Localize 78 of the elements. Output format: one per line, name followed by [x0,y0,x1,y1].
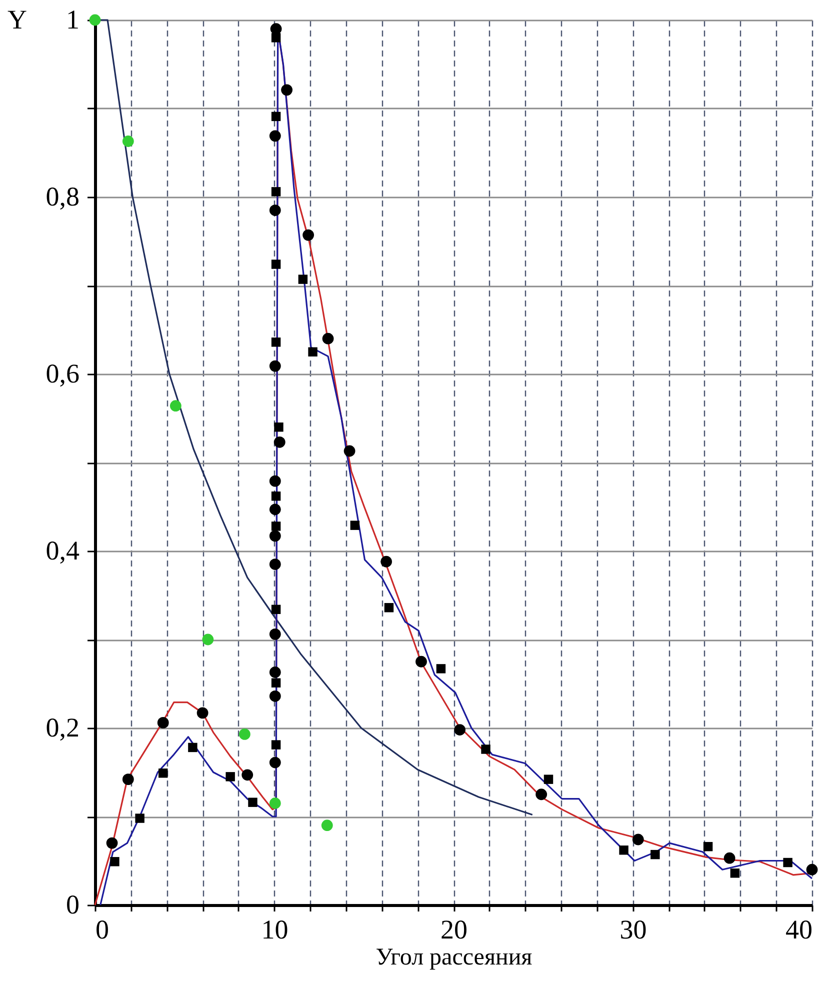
point [242,769,254,781]
point [271,678,281,688]
point [481,744,490,754]
point [271,112,281,122]
point [619,846,628,855]
point [269,690,281,702]
point [454,724,466,736]
point [308,347,318,356]
point [344,445,356,457]
x-tick-label: 40 [786,914,812,944]
point [248,798,258,807]
point [135,814,144,823]
point [544,774,554,784]
point [269,360,281,372]
point [350,520,360,530]
point [238,728,250,740]
point [650,850,660,860]
x-tick-label: 10 [261,914,288,944]
point [269,628,281,640]
point [202,634,214,646]
point [269,530,281,542]
point [632,834,644,846]
point [196,707,208,719]
y-axis-title: Y [8,4,27,34]
y-tick-label: 0,8 [46,182,80,212]
point [783,858,792,868]
point [322,332,334,344]
x-axis-title: Угол рассеяния [376,944,532,970]
point [436,664,446,674]
point [269,756,281,768]
point [157,717,169,728]
point [269,798,281,809]
x-tick-label: 30 [620,914,647,944]
point [122,774,134,786]
point [269,504,281,516]
point [226,772,235,782]
point [271,604,281,614]
y-tick-label: 0,2 [46,712,80,742]
point [269,666,281,678]
point [724,852,736,864]
point [269,204,281,216]
point [302,229,314,241]
point [703,842,713,852]
point [89,14,101,26]
point [321,820,333,832]
point [380,556,392,568]
x-tick-label: 20 [440,914,468,944]
point [269,558,281,570]
point [271,492,281,501]
y-tick-label: 1 [66,4,80,34]
point [298,274,308,284]
point [730,868,740,878]
y-tick-label: 0,6 [46,358,80,388]
point [806,864,818,876]
point [536,788,548,800]
point [269,475,281,487]
point [271,338,281,347]
point [270,23,282,35]
point [271,260,281,269]
point [158,768,168,778]
point [274,436,286,448]
point [416,656,427,668]
point [106,837,118,849]
y-tick-label: 0 [66,890,80,920]
point [271,522,281,531]
point [274,422,284,432]
point [269,130,281,142]
x-tick-label: 0 [96,914,109,944]
point [384,603,394,612]
point [188,742,198,752]
y-tick-label: 0,4 [46,536,80,566]
point [271,187,281,196]
point [281,84,292,96]
point [110,857,120,866]
point [271,33,281,42]
point [170,400,182,412]
point [271,740,281,750]
point [122,136,134,147]
